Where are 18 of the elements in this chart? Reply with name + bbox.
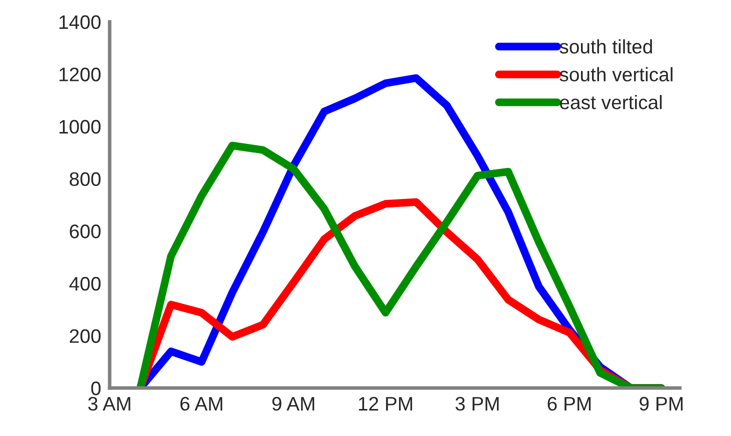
y-tick-label: 1400 xyxy=(60,15,101,30)
y-tick-label: 1200 xyxy=(60,68,101,82)
x-tick-label: 6 PM xyxy=(548,396,591,411)
x-tick-label: 12 PM xyxy=(358,396,412,410)
legend-label: south tilted xyxy=(560,39,652,54)
y-tick-label: 600 xyxy=(70,224,101,238)
x-tick-label: 3 AM xyxy=(88,396,130,411)
y-tick-label: 0 xyxy=(91,382,101,396)
legend-label: east vertical xyxy=(560,94,662,110)
y-tick-label: 400 xyxy=(69,276,101,291)
y-tick-label: 800 xyxy=(70,172,101,186)
y-tick-label: 200 xyxy=(70,329,101,343)
x-tick-label: 9 AM xyxy=(272,396,314,411)
y-tick-label: 1000 xyxy=(60,120,101,134)
legend-label: south vertical xyxy=(560,67,672,82)
x-tick-label: 6 AM xyxy=(180,396,222,411)
x-tick-label: 9 PM xyxy=(640,396,683,411)
x-tick-label: 3 PM xyxy=(456,396,499,411)
